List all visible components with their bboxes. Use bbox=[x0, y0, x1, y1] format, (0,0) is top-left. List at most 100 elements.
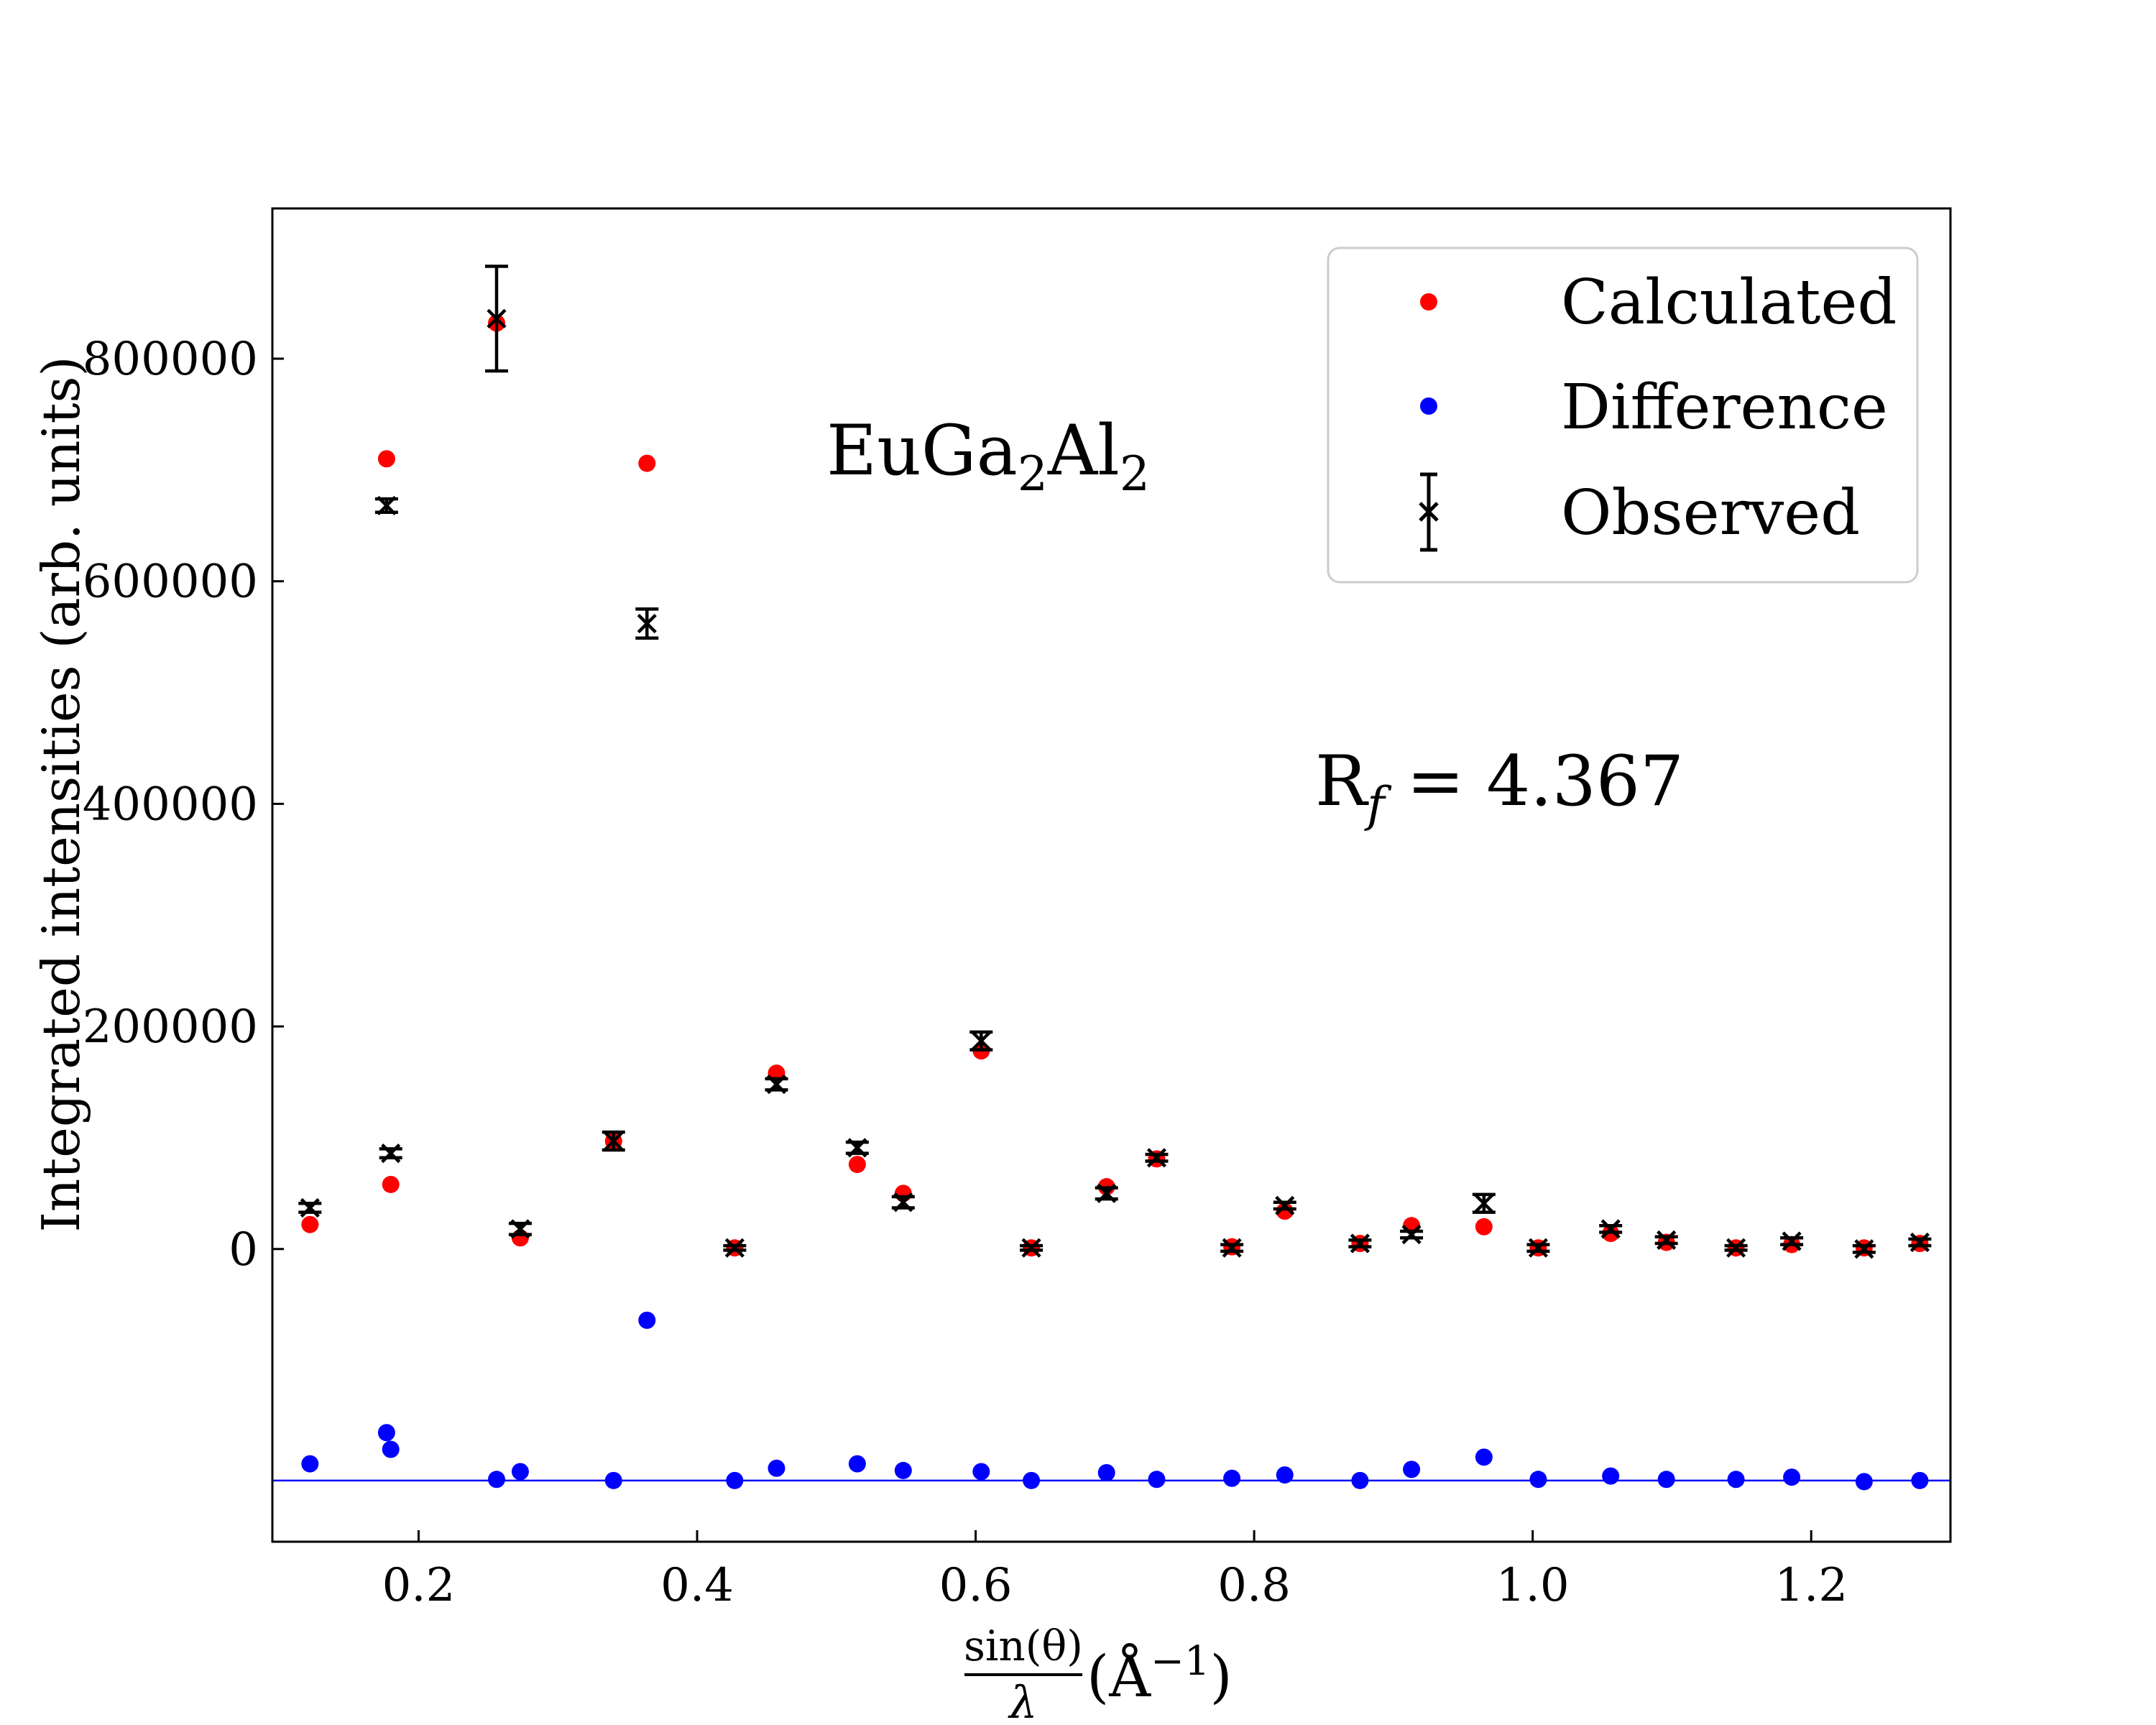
legend-box bbox=[1327, 247, 1919, 584]
observed-point bbox=[1348, 1233, 1372, 1254]
observed-point bbox=[1095, 1183, 1118, 1203]
compound-base-2: Al bbox=[1047, 410, 1120, 491]
y-tick-label: 600000 bbox=[83, 556, 258, 609]
difference-point bbox=[511, 1463, 529, 1481]
difference-point bbox=[1403, 1460, 1421, 1478]
difference-point bbox=[638, 1311, 656, 1329]
x-axis-numerator: sin(θ) bbox=[964, 1622, 1083, 1670]
difference-point bbox=[1097, 1463, 1115, 1481]
calculated-point bbox=[1475, 1218, 1493, 1236]
difference-point bbox=[377, 1424, 395, 1442]
y-tick-label: 400000 bbox=[83, 778, 258, 831]
observed-point bbox=[1908, 1232, 1932, 1253]
compound-sub-2: 2 bbox=[1120, 446, 1150, 502]
legend-label-observed: Observed bbox=[1561, 477, 1860, 549]
difference-point bbox=[1602, 1467, 1620, 1485]
observed-point bbox=[379, 1144, 402, 1164]
calculated-point bbox=[382, 1175, 400, 1193]
difference-point bbox=[1911, 1471, 1929, 1489]
difference-point bbox=[726, 1471, 744, 1489]
difference-point bbox=[1223, 1469, 1241, 1487]
x-axis-denominator: λ bbox=[1007, 1676, 1037, 1725]
y-tick-label: 200000 bbox=[83, 1000, 258, 1054]
difference-point bbox=[848, 1455, 866, 1473]
observed-series bbox=[298, 264, 1932, 1259]
observed-point bbox=[969, 1030, 993, 1052]
difference-point bbox=[1475, 1448, 1493, 1466]
calculated-point bbox=[377, 450, 395, 468]
legend: Calculated Difference Observed bbox=[1327, 247, 1919, 584]
observed-point bbox=[1780, 1231, 1804, 1251]
y-tick-label: 800000 bbox=[83, 333, 258, 386]
difference-point bbox=[1727, 1471, 1745, 1489]
calculated-point bbox=[1276, 1202, 1294, 1220]
x-tick-label: 0.2 bbox=[382, 1559, 456, 1612]
observed-point bbox=[1145, 1148, 1169, 1168]
observed-point bbox=[1400, 1225, 1424, 1245]
legend-label-difference: Difference bbox=[1561, 372, 1888, 443]
observed-point bbox=[484, 264, 508, 373]
difference-point bbox=[1855, 1473, 1873, 1491]
x-tick-label: 0.8 bbox=[1217, 1559, 1291, 1612]
difference-point bbox=[972, 1463, 990, 1481]
difference-point bbox=[604, 1471, 622, 1489]
difference-point bbox=[1351, 1471, 1369, 1489]
compound-sub-1: 2 bbox=[1018, 446, 1048, 502]
difference-point bbox=[1276, 1466, 1294, 1484]
rf-value: = 4.367 bbox=[1385, 741, 1684, 822]
observed-point bbox=[1020, 1238, 1044, 1258]
x-tick-label: 1.2 bbox=[1774, 1559, 1848, 1612]
observed-point bbox=[508, 1219, 532, 1239]
compound-label: EuGa2Al2 bbox=[826, 410, 1150, 502]
legend-marker-calculated bbox=[1420, 293, 1437, 310]
x-axis-unit-exp: −1 bbox=[1151, 1638, 1210, 1685]
observed-point bbox=[723, 1238, 747, 1258]
observed-point bbox=[1654, 1230, 1678, 1250]
x-tick-label: 1.0 bbox=[1496, 1559, 1570, 1612]
observed-point bbox=[891, 1192, 915, 1213]
y-axis-title: Integrated intensities (arb. units) bbox=[31, 356, 91, 1232]
observed-point bbox=[765, 1075, 788, 1095]
observed-point bbox=[1220, 1238, 1244, 1258]
difference-point bbox=[382, 1440, 400, 1458]
observed-point bbox=[845, 1138, 869, 1158]
difference-point bbox=[1148, 1471, 1166, 1489]
difference-point bbox=[1657, 1471, 1675, 1489]
legend-marker-difference bbox=[1420, 397, 1437, 415]
rf-prefix: R bbox=[1315, 741, 1369, 822]
legend-label-calculated: Calculated bbox=[1561, 267, 1897, 339]
calculated-point bbox=[301, 1215, 319, 1233]
observed-point bbox=[1852, 1239, 1876, 1259]
difference-point bbox=[301, 1455, 319, 1473]
plot-frame bbox=[271, 207, 1952, 1543]
calculated-point bbox=[638, 454, 656, 472]
observed-point bbox=[1273, 1195, 1296, 1215]
difference-point bbox=[894, 1461, 912, 1479]
x-tick-label: 0.4 bbox=[660, 1559, 734, 1612]
difference-point bbox=[487, 1471, 505, 1489]
observed-point bbox=[1724, 1238, 1748, 1258]
rf-label: Rf = 4.367 bbox=[1315, 741, 1684, 832]
observed-point bbox=[602, 1130, 625, 1152]
difference-point bbox=[1529, 1471, 1547, 1489]
observed-point bbox=[374, 495, 398, 516]
observed-point bbox=[298, 1197, 322, 1218]
legend-marker-observed bbox=[1419, 472, 1439, 552]
plot-area bbox=[272, 264, 1950, 1491]
difference-point bbox=[1783, 1468, 1801, 1486]
difference-point bbox=[768, 1459, 786, 1477]
calculated-point bbox=[848, 1156, 866, 1174]
difference-series bbox=[301, 1311, 1929, 1491]
observed-point bbox=[1599, 1219, 1623, 1239]
observed-point bbox=[1526, 1238, 1550, 1258]
x-axis-title: sin(θ) λ (Å−1) bbox=[964, 1622, 1233, 1725]
x-axis-unit-open: (Å bbox=[1087, 1642, 1151, 1710]
y-tick-label: 0 bbox=[229, 1223, 258, 1276]
difference-point bbox=[1023, 1471, 1041, 1489]
x-tick-label: 0.6 bbox=[939, 1559, 1013, 1612]
compound-base-1: EuGa bbox=[826, 410, 1018, 491]
x-axis-unit-close: ) bbox=[1210, 1643, 1233, 1710]
observed-point bbox=[1472, 1192, 1496, 1214]
observed-point bbox=[635, 607, 659, 640]
